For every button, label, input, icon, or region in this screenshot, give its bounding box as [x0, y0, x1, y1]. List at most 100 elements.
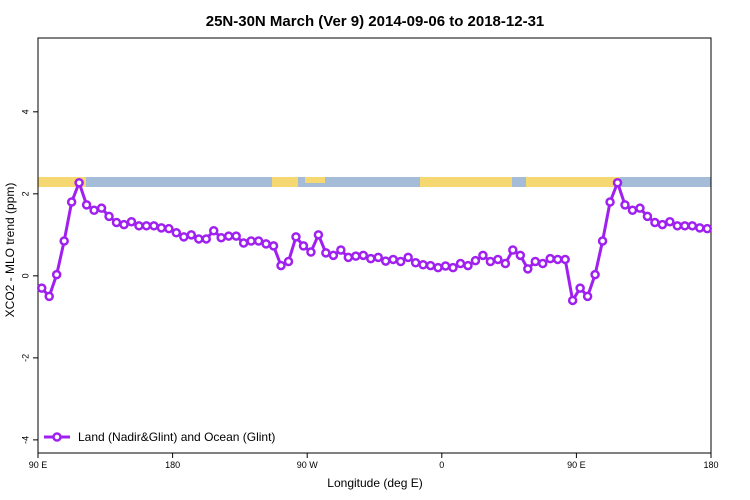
data-point	[612, 178, 623, 188]
land-strip	[38, 177, 86, 187]
data-point	[433, 262, 443, 273]
data-point	[328, 250, 339, 261]
data-point	[410, 257, 421, 268]
data-point	[560, 254, 570, 265]
data-point	[493, 254, 503, 265]
data-point	[111, 217, 122, 228]
data-point	[141, 221, 152, 231]
data-point	[261, 239, 271, 249]
data-point	[343, 252, 354, 263]
data-point	[66, 197, 77, 207]
x-tick-label: 0	[439, 460, 444, 470]
data-point	[380, 256, 391, 266]
data-point	[89, 205, 99, 215]
land-strip	[526, 177, 620, 187]
data-point	[164, 223, 174, 234]
data-point	[635, 203, 645, 213]
data-point	[74, 178, 84, 188]
data-point	[575, 283, 585, 293]
ocean-strip	[38, 177, 711, 187]
data-point	[231, 231, 241, 241]
y-tick-label: 4	[20, 109, 30, 114]
data-point	[448, 262, 458, 273]
data-point	[44, 291, 54, 302]
data-point	[336, 245, 346, 255]
data-point	[470, 255, 481, 266]
data-point	[388, 254, 398, 265]
data-point	[373, 252, 383, 263]
land-strip	[272, 177, 298, 187]
data-point	[605, 197, 615, 207]
data-point	[552, 254, 563, 265]
data-point	[321, 248, 331, 258]
data-point	[515, 250, 526, 261]
legend-label: Land (Nadir&Glint) and Ocean (Glint)	[78, 430, 275, 444]
data-point	[298, 241, 309, 251]
y-axis-label: XCO2 - MLO trend (ppm)	[3, 183, 17, 318]
data-point	[538, 258, 548, 269]
data-point	[276, 260, 286, 271]
data-point	[238, 238, 249, 248]
data-point	[650, 217, 660, 228]
data-point	[246, 236, 256, 246]
x-tick-label: 180	[703, 460, 718, 470]
y-tick-label: 0	[20, 273, 30, 278]
data-point	[134, 221, 144, 231]
data-point	[500, 258, 511, 269]
x-axis-label: Longitude (deg E)	[327, 476, 422, 490]
data-point	[283, 256, 294, 267]
data-point	[672, 221, 683, 231]
data-point	[253, 236, 264, 246]
data-point	[687, 221, 698, 231]
data-point	[425, 260, 436, 271]
data-point	[59, 236, 69, 246]
data-point	[104, 211, 114, 222]
data-point	[291, 232, 301, 242]
data-point	[695, 223, 705, 233]
data-point	[306, 247, 316, 257]
data-point	[395, 256, 406, 267]
y-tick-label: 2	[20, 191, 30, 196]
data-point	[523, 264, 533, 274]
data-point	[545, 253, 555, 264]
data-point	[582, 291, 593, 302]
data-point	[590, 269, 600, 280]
chart-title: 25N-30N March (Ver 9) 2014-09-06 to 2018…	[206, 13, 545, 30]
data-point	[156, 223, 167, 233]
data-point	[149, 221, 159, 231]
data-point	[702, 223, 713, 234]
data-point	[201, 234, 211, 244]
data-point	[680, 221, 690, 231]
data-point	[620, 200, 630, 210]
data-point	[186, 230, 197, 240]
data-point	[358, 250, 369, 261]
plot-frame	[37, 37, 712, 454]
data-point	[508, 245, 518, 255]
data-point	[627, 205, 638, 215]
data-point	[597, 236, 608, 246]
data-point	[485, 256, 496, 267]
data-point	[530, 256, 541, 267]
legend-marker	[52, 432, 62, 442]
data-point	[268, 241, 279, 251]
data-point	[440, 261, 451, 271]
land-strip	[305, 177, 325, 183]
data-point	[403, 252, 413, 263]
data-point	[179, 232, 189, 242]
data-point	[665, 216, 675, 227]
data-point	[126, 216, 137, 227]
data-point	[171, 228, 182, 238]
y-tick-label: -2	[20, 354, 30, 362]
data-point	[119, 219, 129, 230]
data-point	[463, 260, 473, 271]
data-point	[36, 283, 47, 293]
data-point	[567, 295, 578, 306]
data-point	[351, 251, 361, 261]
data-point	[96, 203, 107, 213]
data-point	[194, 234, 204, 244]
y-tick-label: -4	[20, 436, 30, 444]
data-point	[642, 211, 653, 222]
x-tick-label: 90 W	[297, 460, 319, 470]
